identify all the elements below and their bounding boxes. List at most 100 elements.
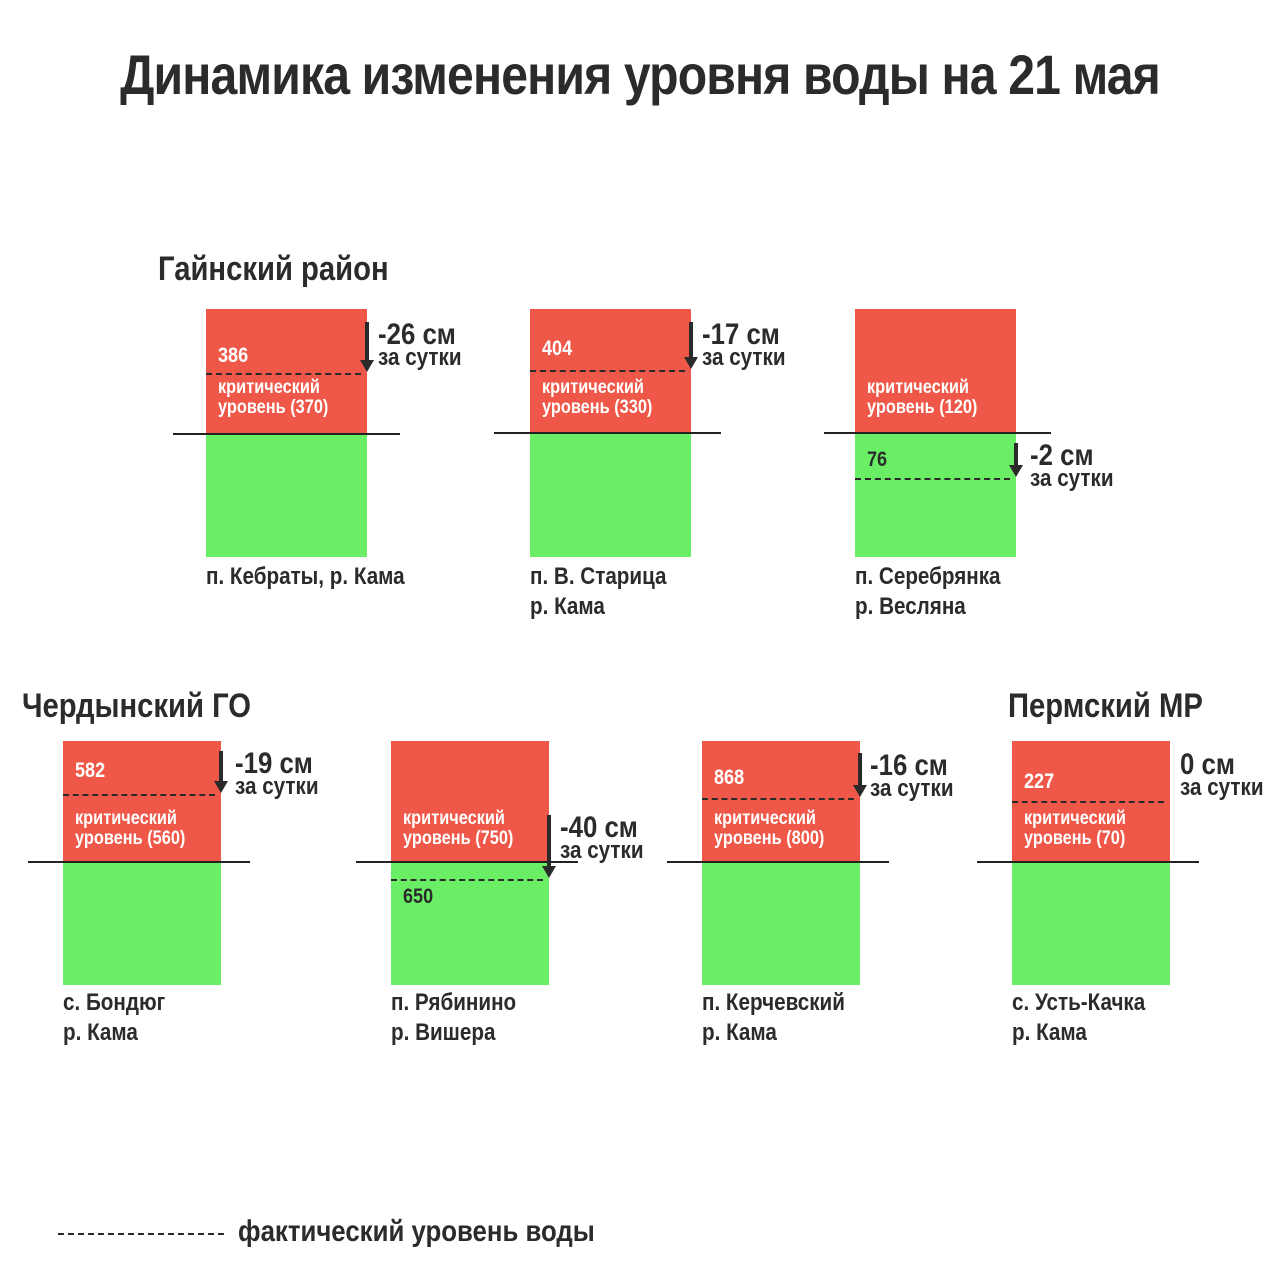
critical-level-label: критический уровень (70) xyxy=(1024,809,1126,849)
above-critical-zone xyxy=(63,741,221,862)
above-critical-zone xyxy=(855,309,1016,433)
critical-level-label: критический уровень (370) xyxy=(218,378,328,418)
daily-change-label: -19 см за сутки xyxy=(235,749,319,799)
actual-level-line xyxy=(1012,801,1164,803)
actual-level-value: 404 xyxy=(542,337,573,360)
down-arrow-icon xyxy=(853,753,867,800)
below-critical-zone xyxy=(1012,862,1170,985)
page-title: Динамика изменения уровня воды на 21 мая xyxy=(120,43,1161,106)
below-critical-zone xyxy=(206,434,367,557)
actual-level-line xyxy=(530,370,685,372)
place-line1: с. Бондюг xyxy=(63,989,166,1016)
down-arrow-icon xyxy=(214,751,228,796)
daily-change-value: -19 см xyxy=(235,747,313,780)
per-day-label: за сутки xyxy=(1180,774,1264,801)
daily-change-label: -26 см за сутки xyxy=(378,320,462,370)
actual-level-value: 868 xyxy=(714,766,745,789)
critical-level-label: критический уровень (560) xyxy=(75,809,185,849)
daily-change-value: 0 см xyxy=(1180,748,1235,781)
critical-level-line xyxy=(977,861,1199,863)
place-line1: с. Усть-Качка xyxy=(1012,989,1146,1016)
station-place-label: п. Кебраты, р. Кама xyxy=(206,562,405,592)
arrow-head xyxy=(1009,465,1023,477)
region-title-cherdynsky: Чердынский ГО xyxy=(22,687,252,725)
per-day-label: за сутки xyxy=(870,775,954,802)
station-place-label: с. Бондюг р. Кама xyxy=(63,988,165,1048)
per-day-label: за сутки xyxy=(235,773,319,800)
critical-label-line1: критический xyxy=(1024,808,1126,829)
daily-change-label: -2 см за сутки xyxy=(1030,441,1114,491)
actual-level-line xyxy=(63,794,215,796)
place-line2: р. Вишера xyxy=(391,1019,496,1046)
down-arrow-icon xyxy=(542,815,556,881)
station-place-label: п. Рябинино р. Вишера xyxy=(391,988,516,1048)
station-place-label: п. Керчевский р. Кама xyxy=(702,988,845,1048)
critical-label-line2: уровень (370) xyxy=(218,397,329,418)
station-place-label: п. Серебрянка р. Весляна xyxy=(855,562,1001,622)
region-title-gainsky: Гайнский район xyxy=(158,250,389,288)
place-line1: п. Серебрянка xyxy=(855,563,1001,590)
arrow-shaft xyxy=(1014,443,1018,466)
daily-change-label: -17 см за сутки xyxy=(702,320,786,370)
station-place-label: с. Усть-Качка р. Кама xyxy=(1012,988,1145,1048)
above-critical-zone xyxy=(206,309,367,434)
critical-level-line xyxy=(173,433,400,435)
daily-change-value: -2 см xyxy=(1030,439,1094,472)
arrow-head xyxy=(542,866,556,878)
actual-level-line xyxy=(702,798,854,800)
arrow-head xyxy=(853,785,867,797)
below-critical-zone xyxy=(855,433,1016,557)
daily-change-label: 0 см за сутки xyxy=(1180,750,1264,800)
arrow-shaft xyxy=(365,322,369,361)
place-line1: п. Рябинино xyxy=(391,989,517,1016)
critical-level-line xyxy=(824,432,1051,434)
critical-level-line xyxy=(28,861,250,863)
above-critical-zone xyxy=(702,741,860,862)
down-arrow-icon xyxy=(684,322,698,372)
critical-label-line2: уровень (560) xyxy=(75,828,186,849)
daily-change-value: -40 см xyxy=(560,811,638,844)
below-critical-zone xyxy=(391,862,549,985)
daily-change-value: -17 см xyxy=(702,318,780,351)
per-day-label: за сутки xyxy=(1030,465,1114,492)
actual-level-value: 76 xyxy=(867,448,888,471)
critical-label-line2: уровень (750) xyxy=(403,828,514,849)
actual-level-value: 650 xyxy=(403,885,434,908)
actual-level-line xyxy=(855,478,1010,480)
actual-level-value: 582 xyxy=(75,759,106,782)
arrow-shaft xyxy=(689,322,693,358)
critical-level-line xyxy=(356,861,578,863)
critical-label-line2: уровень (70) xyxy=(1024,828,1126,849)
critical-level-label: критический уровень (120) xyxy=(867,378,977,418)
arrow-head xyxy=(214,781,228,793)
daily-change-value: -26 см xyxy=(378,318,456,351)
below-critical-zone xyxy=(63,862,221,985)
below-critical-zone xyxy=(702,862,860,985)
per-day-label: за сутки xyxy=(560,837,644,864)
daily-change-label: -40 см за сутки xyxy=(560,813,644,863)
arrow-shaft xyxy=(858,753,862,786)
critical-label-line1: критический xyxy=(542,377,644,398)
arrow-head xyxy=(684,357,698,369)
critical-level-line xyxy=(494,432,721,434)
critical-label-line2: уровень (800) xyxy=(714,828,825,849)
legend-label: фактический уровень воды xyxy=(238,1215,595,1248)
down-arrow-icon xyxy=(1009,443,1023,480)
actual-level-line xyxy=(391,879,543,881)
critical-level-line xyxy=(667,861,889,863)
critical-label-line2: уровень (330) xyxy=(542,397,653,418)
daily-change-label: -16 см за сутки xyxy=(870,751,954,801)
critical-label-line1: критический xyxy=(218,377,320,398)
critical-label-line1: критический xyxy=(867,377,969,398)
critical-label-line2: уровень (120) xyxy=(867,397,978,418)
critical-label-line1: критический xyxy=(403,808,505,829)
actual-level-value: 227 xyxy=(1024,770,1055,793)
place-line2: р. Кама xyxy=(702,1019,777,1046)
arrow-head xyxy=(360,360,374,372)
place-line2: р. Весляна xyxy=(855,593,966,620)
arrow-shaft xyxy=(547,815,551,867)
actual-level-value: 386 xyxy=(218,344,249,367)
place-line1: п. Керчевский xyxy=(702,989,845,1016)
place-line1: п. В. Старица xyxy=(530,563,667,590)
place-line2: р. Кама xyxy=(1012,1019,1087,1046)
